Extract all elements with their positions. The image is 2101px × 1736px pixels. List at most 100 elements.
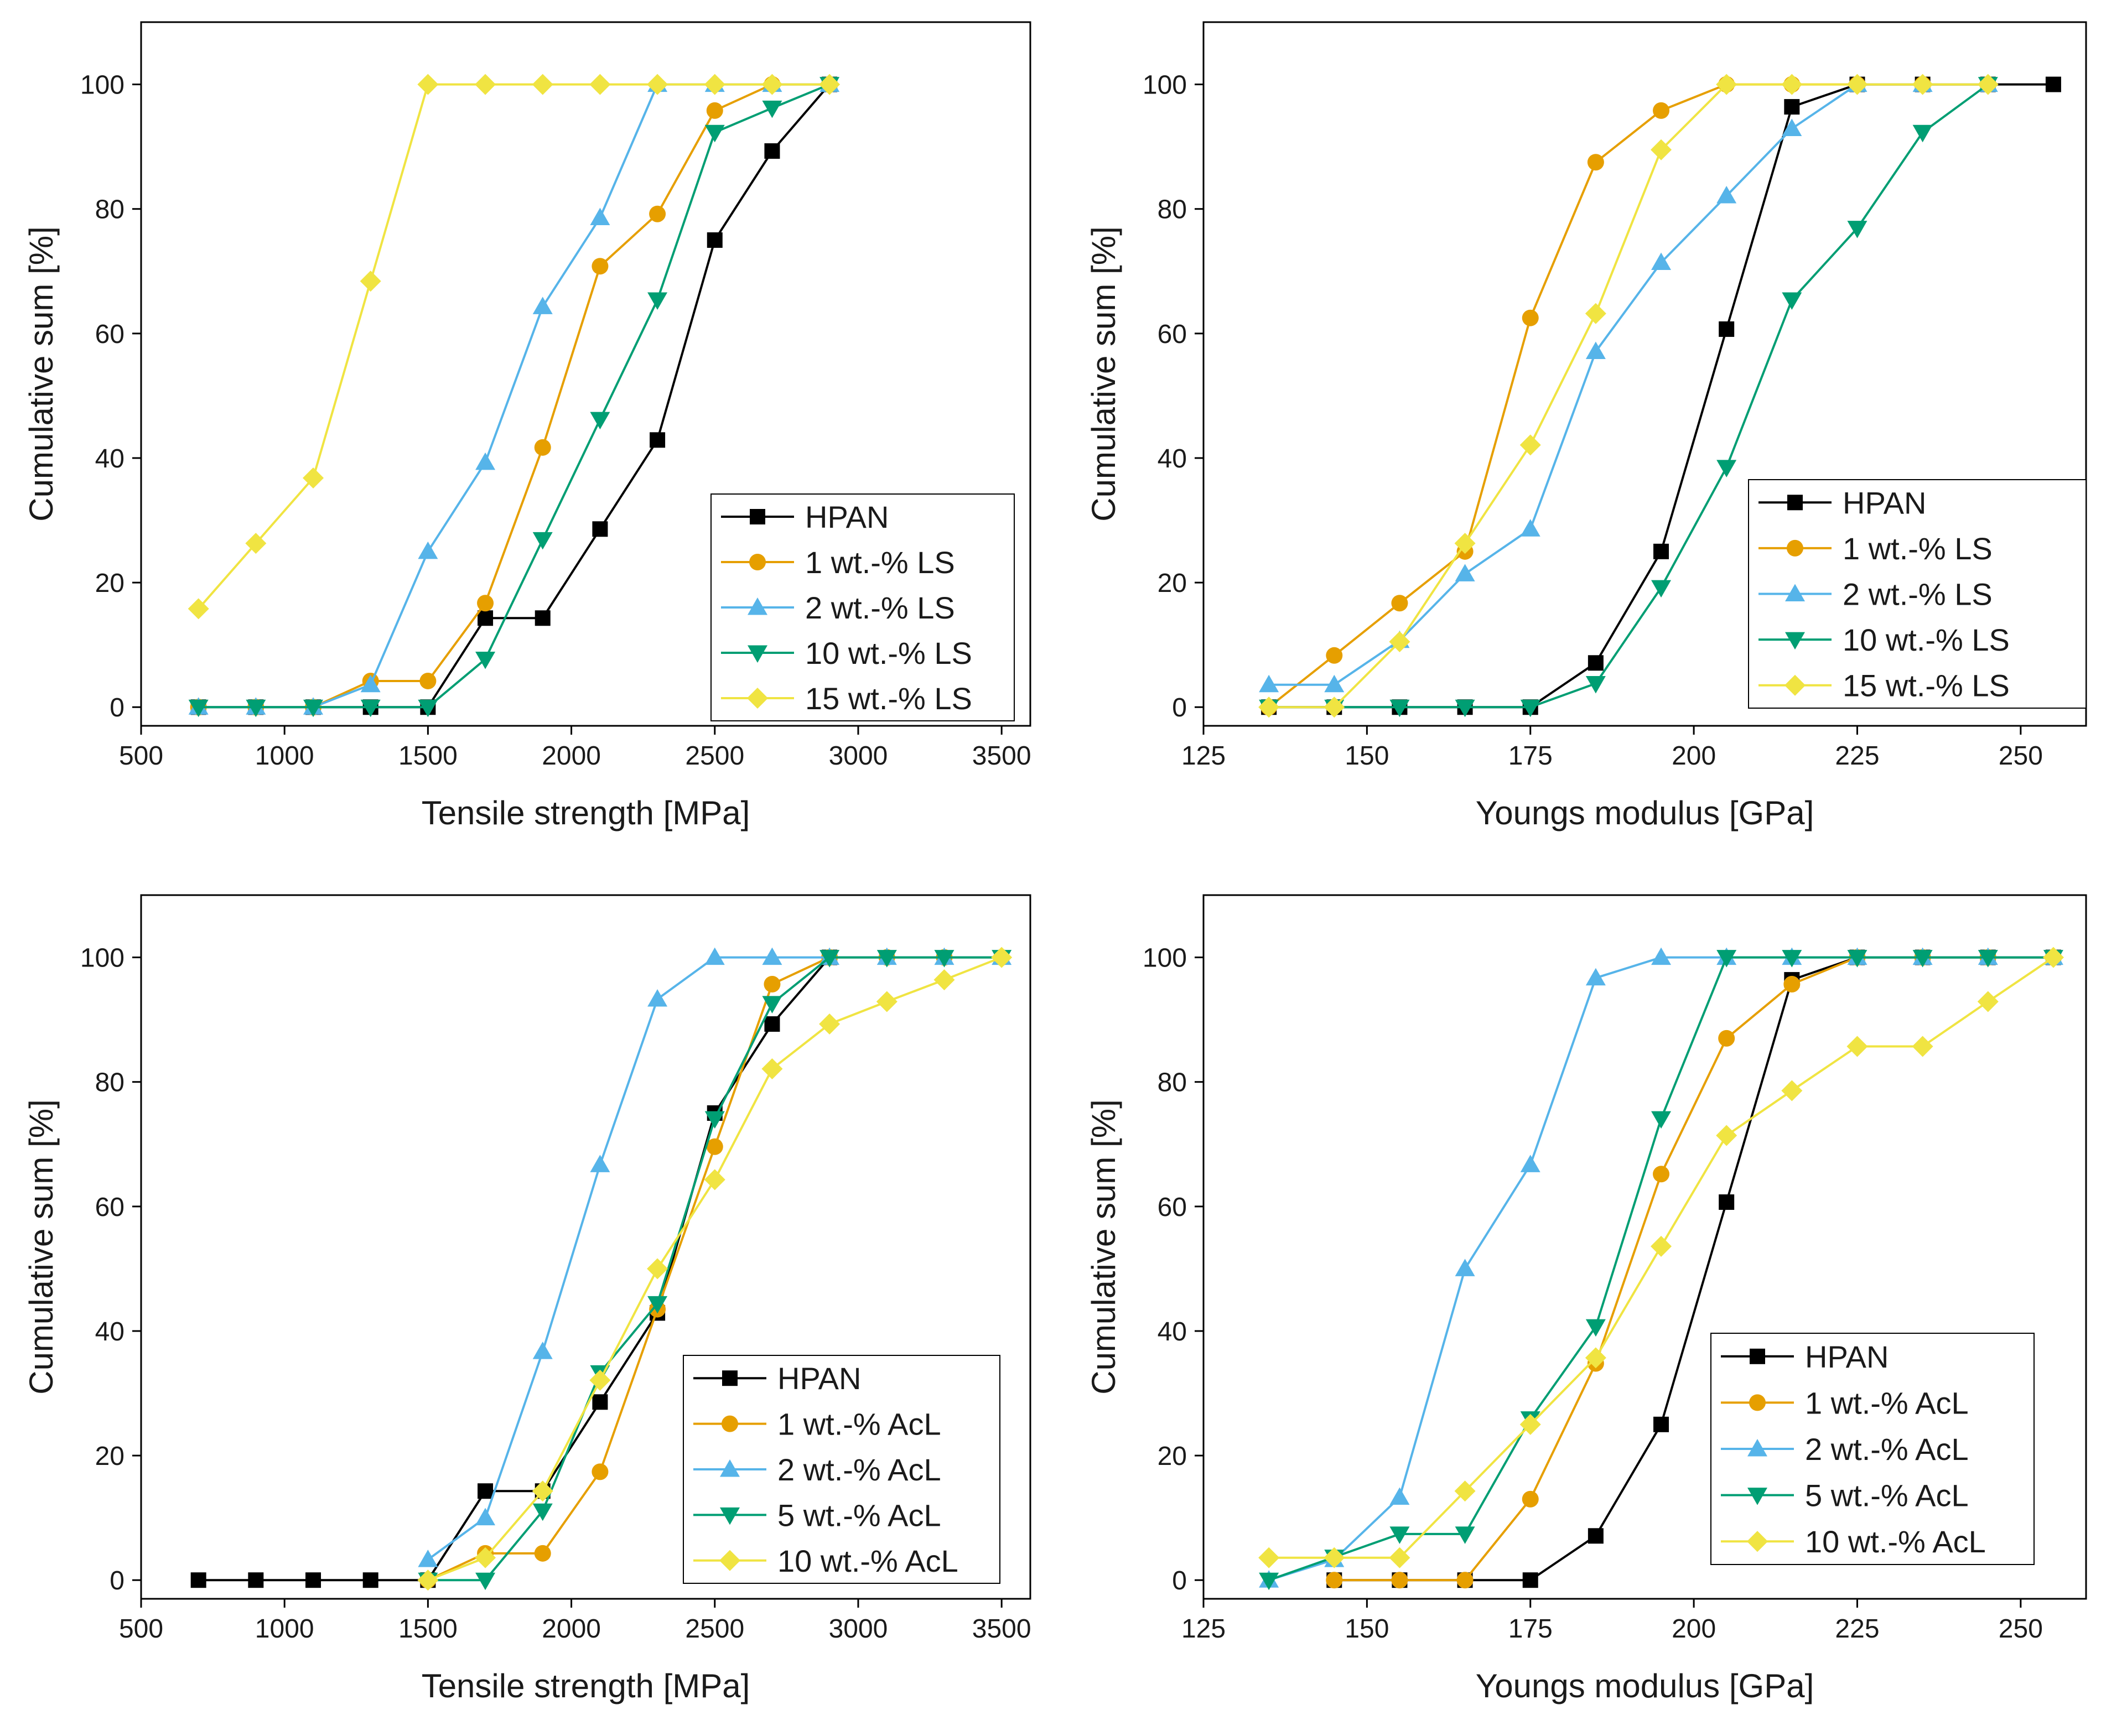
x-axis-title: Tensile strength [MPa] — [422, 794, 750, 831]
data-point — [1653, 102, 1670, 119]
data-point — [303, 699, 324, 718]
data-point — [1846, 74, 1868, 95]
series-line — [198, 83, 830, 709]
data-point — [876, 950, 897, 968]
data-point — [933, 969, 955, 991]
data-point — [1522, 309, 1539, 326]
data-point — [1782, 950, 1802, 968]
y-tick-label: 20 — [1158, 1442, 1187, 1471]
data-point — [1324, 674, 1345, 693]
data-point — [1716, 1125, 1737, 1146]
data-point — [1389, 1487, 1410, 1505]
x-tick-label: 1000 — [255, 1614, 314, 1644]
data-point — [418, 541, 438, 559]
data-point — [764, 1016, 780, 1032]
data-point — [590, 207, 610, 225]
data-point — [647, 989, 668, 1007]
data-point — [764, 143, 780, 159]
data-point — [419, 672, 437, 689]
data-point — [190, 1572, 206, 1588]
y-axis-title: Cumulative sum [%] — [1085, 226, 1122, 522]
y-tick-label: 40 — [1158, 444, 1187, 474]
legend-label: 1 wt.-% LS — [805, 545, 955, 580]
x-tick-label: 3500 — [972, 741, 1031, 771]
data-point — [589, 1369, 611, 1391]
x-tick-label: 200 — [1672, 741, 1716, 771]
data-point — [1455, 699, 1475, 718]
data-point — [704, 947, 725, 965]
data-point — [1782, 118, 1802, 136]
panel-youngs-modulus-ls: 125 150 175 200 225 250 0 20 40 60 80 100 Youngs mod… — [1085, 21, 2087, 831]
data-point — [704, 1111, 725, 1129]
data-point — [1259, 1572, 1279, 1591]
data-point — [647, 74, 668, 95]
data-point — [1585, 968, 1606, 986]
data-point — [1585, 341, 1606, 359]
data-point — [1977, 991, 1999, 1012]
x-tick-label: 250 — [1999, 1614, 2043, 1644]
x-axis-title: Youngs modulus [GPa] — [1476, 1667, 1814, 1704]
legend-label: 2 wt.-% LS — [805, 590, 955, 625]
legend-marker — [1749, 1394, 1766, 1411]
legend-marker — [719, 1550, 740, 1571]
data-point — [650, 432, 666, 448]
series — [188, 74, 841, 620]
data-point — [477, 595, 494, 612]
legend-label: HPAN — [777, 1361, 861, 1396]
legend-label: 2 wt.-% AcL — [1805, 1432, 1969, 1467]
x-tick-label: 125 — [1181, 741, 1226, 771]
legend-marker — [720, 1507, 740, 1525]
data-point — [1455, 1526, 1475, 1544]
data-point — [762, 947, 782, 965]
data-point — [592, 258, 609, 275]
legend-marker — [722, 1370, 738, 1386]
data-point — [592, 1394, 608, 1410]
data-point — [1718, 1030, 1735, 1047]
data-point — [246, 699, 266, 718]
data-point — [1783, 975, 1801, 992]
legend-label: 10 wt.-% AcL — [1805, 1524, 1986, 1559]
data-point — [876, 991, 898, 1012]
x-tick-label: 175 — [1508, 741, 1553, 771]
data-point — [1522, 1490, 1539, 1508]
data-point — [362, 1572, 378, 1588]
data-point — [303, 467, 324, 488]
data-point — [1389, 1547, 1410, 1568]
legend-marker — [1747, 1531, 1768, 1552]
panel-youngs-modulus-acl: 125 150 175 200 225 250 0 20 40 60 80 100 Youngs mod… — [1085, 894, 2087, 1704]
legend: HPAN 1 wt.-% LS 2 wt.-% LS 10 wt.-% LS 15 wt… — [710, 493, 1015, 721]
data-point — [1651, 947, 1672, 965]
data-point — [647, 1258, 668, 1280]
data-point — [1391, 595, 1408, 612]
data-point — [762, 100, 782, 118]
data-point — [1781, 1080, 1803, 1101]
legend-marker — [1785, 632, 1805, 650]
y-tick-label: 80 — [1158, 1068, 1187, 1098]
data-point — [590, 412, 610, 430]
legend-marker — [1747, 1439, 1767, 1457]
plot-frame — [140, 894, 1031, 1600]
legend-label: 2 wt.-% AcL — [777, 1452, 941, 1487]
series-line — [1269, 83, 1988, 709]
data-point — [1651, 139, 1672, 160]
y-tick-label: 100 — [80, 944, 124, 973]
data-point — [1520, 519, 1540, 537]
data-point — [535, 610, 551, 626]
data-point — [1520, 1155, 1540, 1172]
legend-label: 10 wt.-% AcL — [777, 1543, 958, 1578]
y-tick-label: 100 — [1143, 944, 1187, 973]
data-point — [475, 1547, 496, 1568]
data-point — [649, 205, 666, 222]
data-point — [1653, 543, 1669, 559]
data-point — [1454, 533, 1476, 554]
y-tick-label: 0 — [110, 693, 124, 723]
plot-frame — [140, 21, 1031, 727]
data-point — [764, 975, 781, 992]
x-tick-label: 3000 — [829, 1614, 888, 1644]
data-point — [534, 439, 551, 456]
data-point — [1326, 1572, 1343, 1589]
y-tick-label: 0 — [110, 1566, 124, 1595]
data-point — [188, 699, 209, 718]
data-point — [418, 699, 438, 718]
